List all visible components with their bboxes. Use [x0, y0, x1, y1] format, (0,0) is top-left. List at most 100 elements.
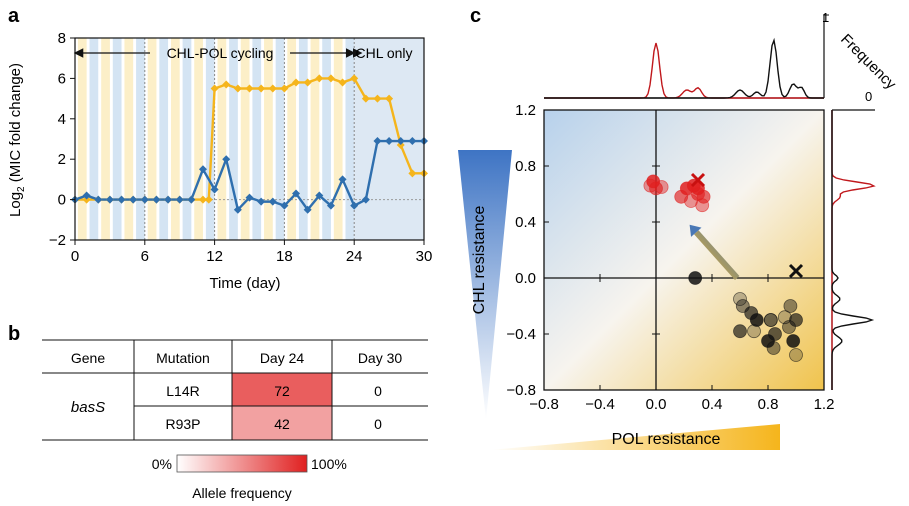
cycle-stripe [229, 38, 238, 240]
blue-data-point [315, 191, 324, 200]
day24-l14r: 72 [274, 383, 290, 399]
x-tick-label: −0.4 [585, 396, 615, 413]
blue-data-point [210, 185, 219, 194]
blue-data-point [222, 155, 231, 164]
cycle-stripe [205, 38, 215, 240]
cycle-stripe [287, 38, 297, 240]
x-tick-label: 0.4 [702, 396, 723, 413]
black-scatter-point [733, 292, 747, 306]
x-tick-label: 6 [141, 248, 149, 265]
chl-only-label: CHL only [355, 45, 412, 61]
black-scatter-point [688, 271, 703, 285]
black-scatter-point [761, 334, 775, 348]
colorbar-max: 100% [311, 456, 347, 472]
plot-frame [74, 37, 425, 241]
cycle-stripe [170, 38, 180, 240]
x-tick-label: 0.0 [646, 396, 667, 413]
trajectory-arrow [694, 230, 740, 281]
heat-cell-l14r [232, 373, 332, 406]
cycle-stripe [345, 38, 355, 240]
yellow-data-point [385, 94, 394, 103]
x-tick-label: 18 [276, 248, 293, 265]
panel-a-label: a [8, 5, 20, 27]
y-tick-label: 4 [58, 111, 66, 128]
blue-data-point [105, 195, 114, 204]
yellow-data-point [280, 84, 289, 93]
blue-data-point [82, 191, 91, 200]
scatter-ticks: −0.8 −0.4 0.0 0.4 0.8 1.2 −0.8 −0.4 0.0 0.4 0.8 1.2 [506, 102, 834, 413]
cycle-stripe [147, 38, 157, 240]
yellow-data-point [268, 84, 277, 93]
cycle-stripe [112, 38, 122, 240]
mutation-r93p: R93P [165, 416, 200, 432]
cycle-stripe [159, 38, 169, 240]
panel-c-label: c [470, 5, 481, 27]
cycle-stripe [310, 38, 320, 240]
header-gene: Gene [71, 350, 105, 366]
blue-data-point [94, 195, 103, 204]
blue-data-point [268, 197, 277, 206]
x-tick-label: −0.8 [529, 396, 559, 413]
chl-gradient-wedge [458, 150, 512, 420]
y-tick-label: 0.0 [515, 270, 536, 287]
blue-data-point [198, 165, 207, 174]
cycle-stripe [298, 38, 308, 240]
black-scatter-point [783, 299, 798, 313]
scatter-chart: −0.8 −0.4 0.0 0.4 0.8 1.2 −0.8 −0.4 0.0 0.4 0.8 1.2… [458, 10, 900, 450]
cycle-stripe [124, 38, 134, 240]
colorbar-title: Allele frequency [192, 485, 292, 501]
red-right-distribution [831, 110, 876, 390]
y-tick-label: −2 [49, 232, 66, 249]
cycle-stripe [333, 38, 343, 240]
blue-data-point [361, 195, 370, 204]
cycle-stripe [322, 38, 331, 240]
red-centroid-marker [690, 172, 706, 188]
yellow-data-point [82, 195, 91, 204]
black-centroid-marker [788, 263, 804, 279]
black-scatter-point [766, 341, 781, 355]
yellow-data-point [222, 80, 231, 89]
blue-data-point [152, 195, 161, 204]
yellow-data-point [204, 195, 213, 204]
y-tick-label: −0.4 [506, 326, 536, 343]
blue-data-point [373, 137, 382, 146]
yellow-data-point [350, 74, 359, 83]
blue-data-point [292, 189, 301, 198]
y-tick-label: 0.8 [515, 158, 536, 175]
cycle-stripe [89, 38, 99, 240]
yellow-data-point [373, 94, 382, 103]
y-axis-label: CHL resistance [471, 206, 488, 315]
black-right-distribution [831, 110, 875, 390]
gene-name: basS [71, 399, 105, 416]
yellow-data-point [396, 141, 405, 150]
frequency-label: Frequency [837, 31, 899, 93]
day30-r93p: 0 [374, 416, 382, 432]
yellow-data-point [315, 74, 324, 83]
yellow-data-point [198, 195, 207, 204]
blue-data-point [129, 195, 138, 204]
top-marginal [544, 14, 829, 99]
allele-table: Gene Mutation Day 24 Day 30 basS L14R R9… [42, 339, 428, 501]
yellow-data-point [257, 84, 266, 93]
header-day24: Day 24 [260, 350, 305, 366]
day30-l14r: 0 [374, 383, 382, 399]
cycle-stripe [217, 38, 227, 240]
y-tick-label: 8 [58, 30, 66, 47]
black-scatter-point [733, 324, 747, 339]
red-scatter-point [696, 189, 711, 204]
blue-data-point [233, 205, 242, 214]
cycle-stripe [264, 38, 273, 240]
allele-colorbar [176, 454, 308, 473]
x-tick-label: 0.8 [758, 396, 779, 413]
y-tick-label: 0 [58, 192, 66, 209]
yellow-data-point [245, 84, 254, 93]
red-top-distribution [544, 42, 824, 99]
cycle-stripe [101, 38, 110, 240]
day24-r93p: 42 [274, 416, 290, 432]
blue-data-point [140, 195, 149, 204]
scatter-frame [543, 109, 825, 391]
cycle-stripe [275, 38, 285, 240]
freq-tick-1: 1 [822, 10, 829, 25]
black-scatter-point [747, 324, 761, 339]
blue-data-point [408, 137, 417, 146]
